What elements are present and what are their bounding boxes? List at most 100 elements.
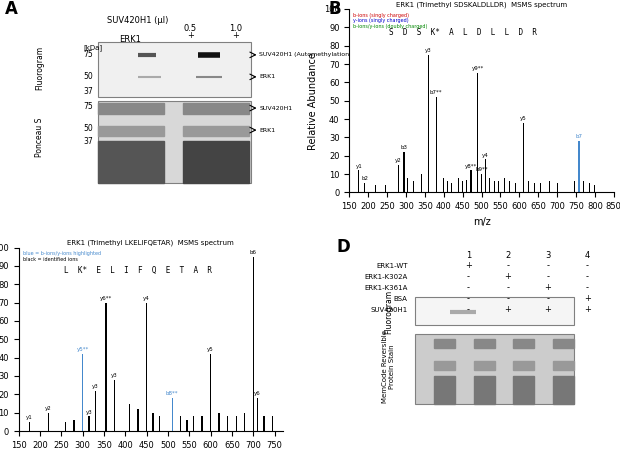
Bar bbox=[105, 303, 107, 431]
Bar bbox=[218, 413, 219, 431]
Bar bbox=[588, 183, 590, 193]
Text: -: - bbox=[507, 295, 510, 304]
Text: SUV420H1 (µl): SUV420H1 (µl) bbox=[107, 16, 168, 25]
Text: -: - bbox=[546, 261, 549, 270]
Bar bbox=[474, 339, 495, 348]
Text: y5: y5 bbox=[207, 347, 214, 352]
Text: 37: 37 bbox=[83, 136, 92, 145]
Text: A: A bbox=[6, 0, 18, 18]
Bar bbox=[257, 398, 258, 431]
Bar bbox=[398, 165, 399, 193]
Bar bbox=[138, 409, 139, 431]
Bar bbox=[193, 416, 194, 431]
Bar bbox=[553, 339, 574, 348]
Bar bbox=[466, 180, 467, 193]
Bar bbox=[89, 416, 90, 431]
Text: +: + bbox=[505, 305, 511, 314]
Bar bbox=[553, 361, 574, 370]
Text: ERK1: ERK1 bbox=[259, 75, 275, 79]
Bar bbox=[434, 376, 455, 404]
Text: SUV420H1 (Automethylation): SUV420H1 (Automethylation) bbox=[259, 53, 352, 57]
Bar bbox=[272, 416, 273, 431]
Text: 50: 50 bbox=[83, 124, 92, 133]
Bar bbox=[236, 416, 237, 431]
FancyBboxPatch shape bbox=[415, 297, 574, 325]
Bar bbox=[153, 413, 154, 431]
Bar bbox=[549, 181, 550, 193]
Text: -: - bbox=[546, 295, 549, 304]
Bar bbox=[503, 178, 505, 193]
Text: y4: y4 bbox=[482, 153, 489, 158]
Text: ERK1: ERK1 bbox=[119, 35, 141, 44]
Text: y2: y2 bbox=[45, 406, 52, 411]
Bar bbox=[98, 102, 164, 114]
Text: y5: y5 bbox=[520, 116, 526, 121]
Bar bbox=[172, 398, 173, 431]
Bar bbox=[404, 152, 405, 193]
Text: y-ions (singly charged): y-ions (singly charged) bbox=[353, 18, 409, 23]
Text: -: - bbox=[586, 283, 589, 292]
Text: y1: y1 bbox=[355, 163, 362, 169]
Text: y3: y3 bbox=[425, 48, 432, 53]
Bar bbox=[434, 339, 455, 348]
Bar bbox=[264, 416, 265, 431]
Text: y2: y2 bbox=[395, 158, 402, 163]
Text: black = identified ions: black = identified ions bbox=[23, 257, 78, 262]
Bar bbox=[82, 354, 83, 431]
Bar bbox=[471, 171, 472, 193]
Bar bbox=[553, 376, 574, 404]
Text: +: + bbox=[584, 295, 591, 304]
Text: b7**: b7** bbox=[430, 90, 443, 95]
Bar bbox=[98, 141, 164, 183]
FancyBboxPatch shape bbox=[98, 101, 251, 183]
Bar bbox=[509, 181, 510, 193]
Bar bbox=[434, 361, 455, 370]
Bar bbox=[513, 376, 534, 404]
Bar bbox=[477, 73, 478, 193]
Bar bbox=[244, 413, 246, 431]
Text: b3: b3 bbox=[401, 145, 407, 150]
Text: y3: y3 bbox=[86, 409, 92, 414]
FancyBboxPatch shape bbox=[98, 42, 251, 97]
Text: 75: 75 bbox=[83, 50, 92, 59]
Text: S  D  S  K*  A  L  D  L  L  D  R: S D S K* A L D L L D R bbox=[389, 27, 537, 36]
Bar bbox=[481, 174, 482, 193]
Bar bbox=[252, 257, 254, 431]
Text: L  K*  E  L  I  F  Q  E  T  A  R: L K* E L I F Q E T A R bbox=[64, 266, 212, 275]
Bar bbox=[48, 413, 49, 431]
Text: y5**: y5** bbox=[76, 347, 89, 352]
Bar bbox=[375, 185, 376, 193]
Bar bbox=[539, 183, 541, 193]
Bar bbox=[583, 181, 584, 193]
Text: -: - bbox=[467, 295, 470, 304]
Bar bbox=[494, 181, 495, 193]
Text: -: - bbox=[467, 273, 470, 282]
Bar bbox=[462, 181, 463, 193]
Bar bbox=[114, 380, 115, 431]
Bar bbox=[498, 181, 499, 193]
Text: y1: y1 bbox=[26, 415, 33, 420]
Text: SUV420H1: SUV420H1 bbox=[259, 106, 293, 110]
Text: 50: 50 bbox=[83, 72, 92, 81]
Text: y4: y4 bbox=[143, 296, 150, 301]
Bar bbox=[202, 416, 203, 431]
Text: y6: y6 bbox=[254, 391, 261, 396]
Bar bbox=[458, 178, 459, 193]
Bar bbox=[443, 178, 445, 193]
Bar bbox=[172, 398, 173, 431]
Bar bbox=[29, 422, 30, 431]
Bar bbox=[447, 181, 448, 193]
Bar bbox=[183, 102, 249, 114]
Text: 3: 3 bbox=[545, 251, 551, 260]
Text: 2: 2 bbox=[505, 251, 511, 260]
Text: +: + bbox=[544, 283, 551, 292]
Bar bbox=[210, 354, 211, 431]
Bar bbox=[513, 361, 534, 370]
Text: -: - bbox=[467, 305, 470, 314]
Bar bbox=[489, 178, 490, 193]
Bar bbox=[227, 416, 228, 431]
Text: [kDa]: [kDa] bbox=[83, 44, 102, 51]
Text: 4: 4 bbox=[585, 251, 590, 260]
Text: y8**: y8** bbox=[465, 163, 477, 169]
Bar bbox=[513, 339, 534, 348]
